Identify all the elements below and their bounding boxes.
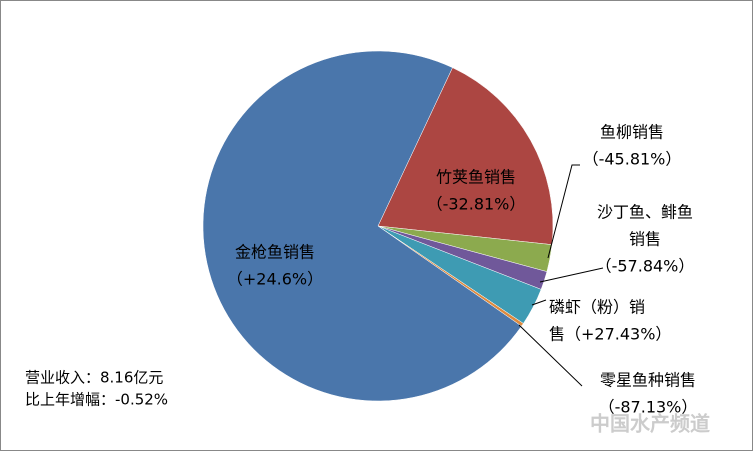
leader-line <box>547 164 580 259</box>
watermark: 中国水产频道 <box>590 412 710 436</box>
slice-label: （-32.81%） <box>427 195 526 214</box>
slice-label: （+24.6%） <box>227 270 323 289</box>
slice-label: 零星鱼种销售 <box>600 371 696 390</box>
pie-slice <box>377 67 554 245</box>
slice-label: （-87.13%） <box>599 398 698 417</box>
slice-label: 金枪鱼销售 <box>235 243 315 262</box>
leader-line <box>531 299 547 306</box>
slice-label: 竹荚鱼销售 <box>436 168 516 187</box>
slice-label: 销售 <box>629 230 661 249</box>
slice-label: 磷虾（粉）销 <box>549 298 645 317</box>
leader-line <box>539 267 604 283</box>
slice-label: 鱼柳销售 <box>600 123 664 142</box>
note-line: 比上年增幅：-0.52% <box>25 391 168 409</box>
note-line: 营业收入：8.16亿元 <box>25 369 163 387</box>
leader-line <box>518 324 583 387</box>
slice-label: （-57.84%） <box>596 257 695 276</box>
slice-label: 售（+27.43%） <box>549 325 671 344</box>
pie-slice <box>202 50 522 402</box>
slice-label: （-45.81%） <box>583 150 682 169</box>
slice-label: 沙丁鱼、鲱鱼 <box>597 203 693 222</box>
